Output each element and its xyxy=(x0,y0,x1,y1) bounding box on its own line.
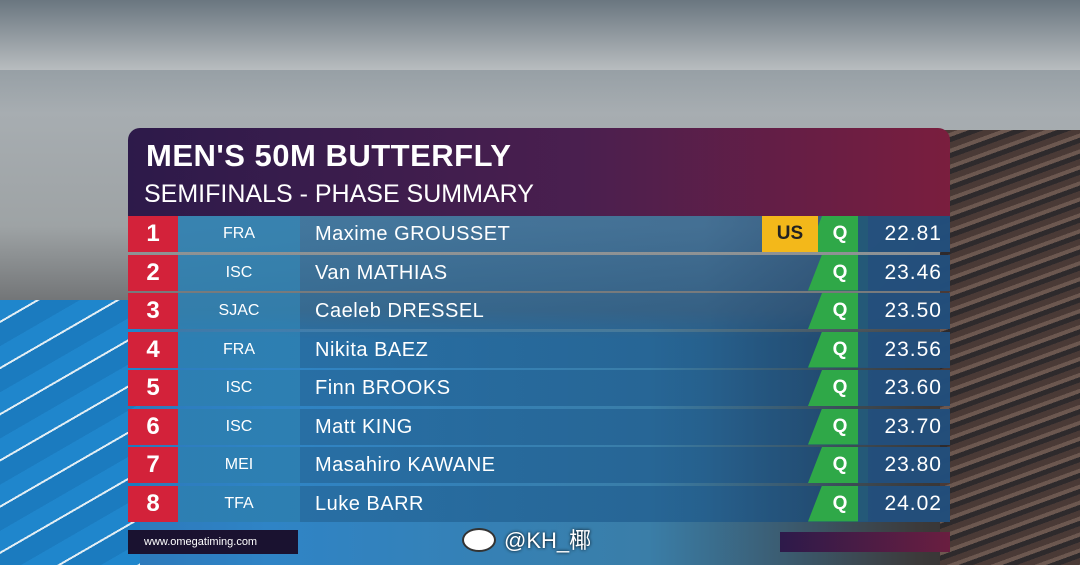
athlete-name: Van MATHIAS xyxy=(315,261,448,284)
crowd xyxy=(940,130,1080,565)
athlete-name: Nikita BAEZ xyxy=(315,338,429,361)
team: ISC xyxy=(178,370,300,406)
athlete-name: Masahiro KAWANE xyxy=(315,454,496,476)
time: 23.70 xyxy=(858,408,950,445)
record-tag: US xyxy=(762,216,818,252)
time: 22.81 xyxy=(858,216,950,252)
panel-header: MEN'S 50M BUTTERFLY SEMIFINALS - PHASE S… xyxy=(128,128,950,216)
pool xyxy=(0,300,140,565)
team: MEI xyxy=(178,447,300,483)
rank: 1 xyxy=(128,216,178,252)
watermark: @KH_椰 xyxy=(462,523,591,555)
watermark-text: @KH_椰 xyxy=(504,528,592,553)
time: 24.02 xyxy=(858,485,950,522)
results-panel: MEN'S 50M BUTTERFLY SEMIFINALS - PHASE S… xyxy=(128,128,950,524)
result-row: 7 MEI Masahiro KAWANE Q 23.80 xyxy=(128,447,950,483)
time: 23.60 xyxy=(858,370,950,406)
rank: 7 xyxy=(128,447,178,483)
time: 23.56 xyxy=(858,331,950,368)
team: SJAC xyxy=(178,293,300,329)
athlete-name: Matt KING xyxy=(315,415,413,438)
event-subtitle: SEMIFINALS - PHASE SUMMARY xyxy=(144,180,534,208)
result-row: 8 TFA Luke BARR Q 24.02 xyxy=(128,485,950,522)
team: FRA xyxy=(178,216,300,252)
result-row: 6 ISC Matt KING Q 23.70 xyxy=(128,408,950,445)
team: FRA xyxy=(178,331,300,368)
athlete-name: Luke BARR xyxy=(315,492,424,515)
footer-accent xyxy=(780,532,950,552)
rank: 3 xyxy=(128,293,178,329)
results-table: 1 FRA Maxime GROUSSET Q US 22.81 2 ISC Van MATHI… xyxy=(128,216,950,522)
result-row: 2 ISC Van MATHIAS Q 23.46 xyxy=(128,254,950,291)
result-row: 3 SJAC Caeleb DRESSEL Q 23.50 xyxy=(128,293,950,329)
rank: 5 xyxy=(128,370,178,406)
arena-ceiling xyxy=(0,0,1080,70)
team: TFA xyxy=(178,485,300,522)
time: 23.46 xyxy=(858,254,950,291)
rank: 6 xyxy=(128,408,178,445)
result-row: 5 ISC Finn BROOKS Q 23.60 xyxy=(128,370,950,406)
result-row: 1 FRA Maxime GROUSSET Q US 22.81 xyxy=(128,216,950,252)
website: www.omegatiming.com xyxy=(144,536,258,548)
footer-bar: www.omegatiming.com xyxy=(128,530,298,554)
athlete-name: Maxime GROUSSET xyxy=(315,223,511,245)
rank: 8 xyxy=(128,485,178,522)
rank: 2 xyxy=(128,254,178,291)
rank: 4 xyxy=(128,331,178,368)
athlete-name: Caeleb DRESSEL xyxy=(315,300,485,322)
time: 23.50 xyxy=(858,293,950,329)
time: 23.80 xyxy=(858,447,950,483)
athlete-name: Finn BROOKS xyxy=(315,377,451,399)
watermark-icon xyxy=(462,528,496,552)
event-title: MEN'S 50M BUTTERFLY xyxy=(146,138,512,173)
result-row: 4 FRA Nikita BAEZ Q 23.56 xyxy=(128,331,950,368)
team: ISC xyxy=(178,254,300,291)
team: ISC xyxy=(178,408,300,445)
